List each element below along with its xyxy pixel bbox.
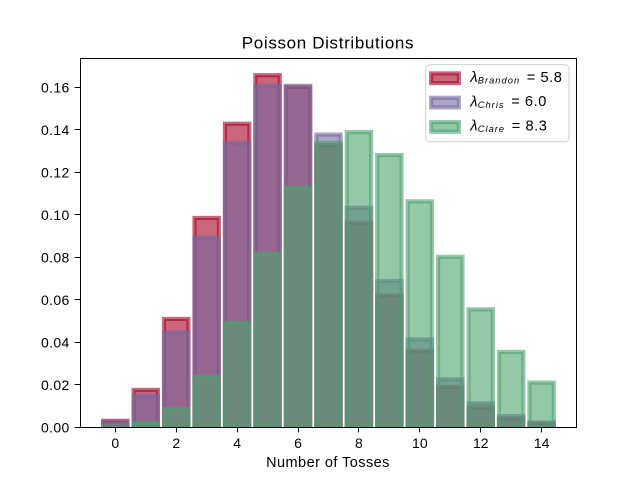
svg-text:12: 12	[473, 435, 489, 451]
svg-text:0.06: 0.06	[41, 292, 70, 308]
svg-text:0.12: 0.12	[41, 165, 70, 181]
svg-text:8: 8	[355, 435, 363, 451]
svg-text:0.08: 0.08	[41, 250, 70, 266]
svg-text:14: 14	[534, 435, 550, 451]
svg-text:6: 6	[294, 435, 302, 451]
svg-text:λChris = 6.0: λChris = 6.0	[469, 93, 547, 110]
svg-text:0.14: 0.14	[41, 122, 70, 138]
svg-text:4: 4	[233, 435, 241, 451]
svg-text:Number of Tosses: Number of Tosses	[266, 455, 390, 471]
svg-text:λClare = 8.3: λClare = 8.3	[469, 118, 547, 135]
svg-text:Poisson Distributions: Poisson Distributions	[242, 33, 414, 52]
svg-text:0.10: 0.10	[41, 207, 70, 223]
svg-text:0.00: 0.00	[41, 420, 70, 436]
svg-text:0.02: 0.02	[41, 377, 70, 393]
svg-text:λBrandon = 5.8: λBrandon = 5.8	[469, 69, 562, 86]
svg-text:0.16: 0.16	[41, 80, 70, 96]
svg-text:0.04: 0.04	[41, 335, 70, 351]
svg-text:10: 10	[412, 435, 428, 451]
svg-text:0: 0	[111, 435, 119, 451]
svg-text:2: 2	[172, 435, 180, 451]
